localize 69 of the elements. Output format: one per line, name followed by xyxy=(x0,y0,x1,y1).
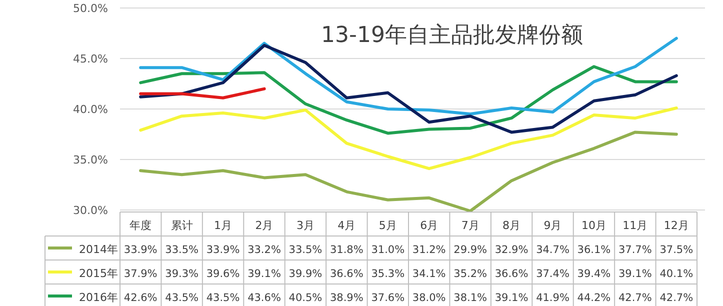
data-label: 40.5% xyxy=(288,292,322,304)
data-label: 43.5% xyxy=(206,292,240,304)
data-label: 43.6% xyxy=(248,292,281,304)
x-tick-label: 累计 xyxy=(170,219,193,232)
data-label: 32.9% xyxy=(494,244,528,256)
x-tick-label: 3月 xyxy=(296,219,314,232)
data-label: 33.5% xyxy=(165,244,199,256)
data-label: 42.7% xyxy=(660,292,694,304)
x-tick-label: 5月 xyxy=(378,219,397,232)
data-label: 37.5% xyxy=(660,244,694,256)
data-label: 39.9% xyxy=(288,268,322,280)
data-label: 31.2% xyxy=(412,244,446,256)
line-series xyxy=(139,65,678,135)
data-label: 41.9% xyxy=(536,292,570,304)
line-series xyxy=(139,44,678,134)
data-label: 39.1% xyxy=(248,268,281,280)
data-label: 31.0% xyxy=(371,244,405,256)
data-label: 42.6% xyxy=(124,292,158,304)
data-label: 34.1% xyxy=(412,268,446,280)
data-label: 39.3% xyxy=(165,268,199,280)
data-label: 43.5% xyxy=(165,292,199,304)
y-tick-label: 40.0% xyxy=(73,102,108,116)
x-tick-label: 年度 xyxy=(130,219,152,232)
data-label: 35.2% xyxy=(454,268,488,280)
data-label: 33.5% xyxy=(288,244,322,256)
data-label: 39.1% xyxy=(618,268,652,280)
data-label: 37.6% xyxy=(371,292,405,304)
data-label: 33.2% xyxy=(248,244,281,256)
data-label: 42.7% xyxy=(618,292,652,304)
legend-label: 2014年 xyxy=(79,243,118,256)
text: 13-19年自主品批发牌份额 xyxy=(321,23,583,48)
line-series xyxy=(139,130,678,212)
x-tick-label: 9月 xyxy=(544,219,562,232)
data-label: 31.8% xyxy=(330,244,364,256)
x-tick-label: 7月 xyxy=(461,219,480,232)
data-label: 38.1% xyxy=(454,292,488,304)
y-tick-label: 50.0% xyxy=(73,2,108,15)
data-label: 39.6% xyxy=(206,268,240,280)
data-label: 37.9% xyxy=(124,268,158,280)
legend-label: 2015年 xyxy=(79,267,118,280)
x-tick-label: 1月 xyxy=(214,219,232,232)
x-tick-label: 10月 xyxy=(581,219,606,232)
x-tick-label: 8月 xyxy=(502,219,521,232)
data-label: 39.1% xyxy=(494,292,528,304)
data-label: 36.6% xyxy=(494,268,528,280)
x-tick-label: 2月 xyxy=(255,219,274,232)
x-tick-label: 4月 xyxy=(338,219,356,232)
data-label: 36.6% xyxy=(330,268,364,280)
data-label: 40.1% xyxy=(660,268,694,280)
x-tick-label: 6月 xyxy=(420,219,438,232)
x-tick-label: 12月 xyxy=(664,219,689,232)
data-label: 34.7% xyxy=(536,244,570,256)
y-tick-label: 35.0% xyxy=(73,153,108,166)
data-label: 33.9% xyxy=(124,244,158,256)
data-label: 37.4% xyxy=(536,268,570,280)
data-label: 38.9% xyxy=(330,292,364,304)
data-label: 38.0% xyxy=(412,292,446,304)
y-tick-label: 30.0% xyxy=(73,204,108,217)
data-label: 44.2% xyxy=(577,292,611,304)
data-label: 35.3% xyxy=(371,268,405,280)
data-label: 37.7% xyxy=(618,244,652,256)
data-label: 33.9% xyxy=(206,244,240,256)
legend-label: 2016年 xyxy=(79,291,118,304)
y-tick-label: 45.0% xyxy=(73,52,108,66)
data-label: 29.9% xyxy=(454,244,488,256)
x-tick-label: 11月 xyxy=(622,219,648,232)
data-label: 39.4% xyxy=(577,268,611,280)
data-label: 36.1% xyxy=(577,244,611,256)
line-series xyxy=(139,106,678,170)
